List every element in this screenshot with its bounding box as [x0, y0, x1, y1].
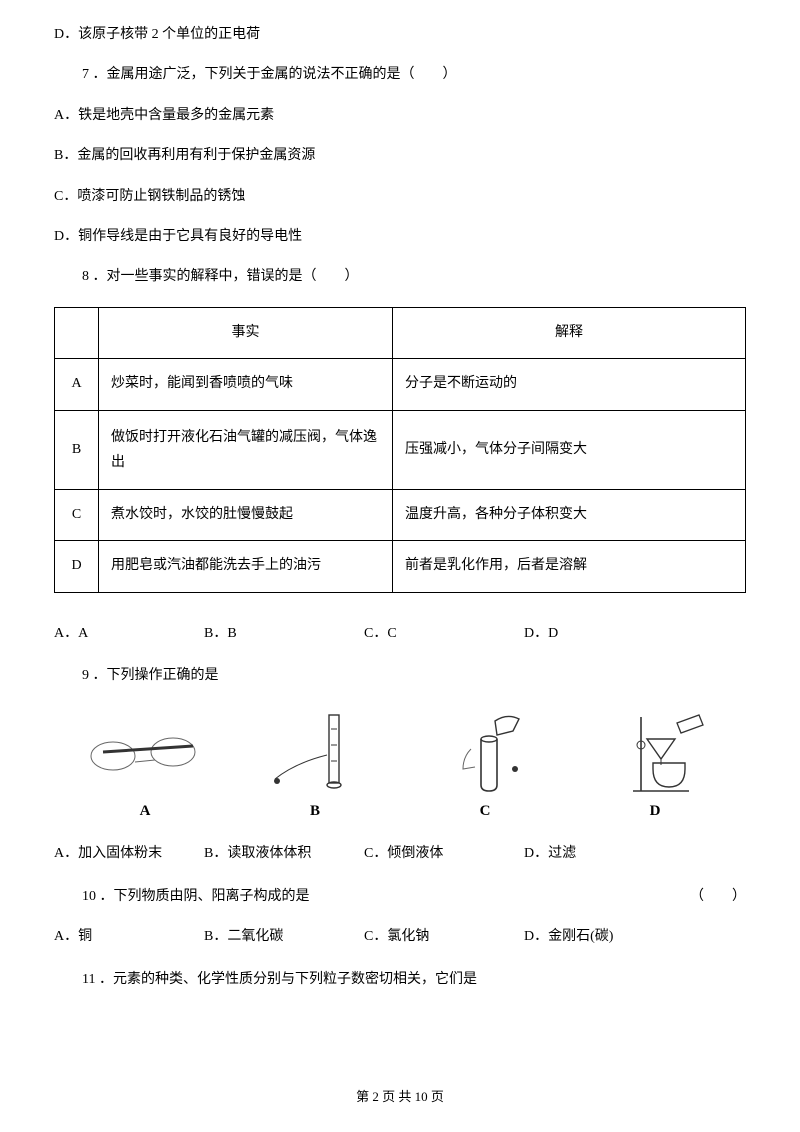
- q10-stem: 10 ．下列物质由阴、阳离子构成的是: [82, 886, 310, 908]
- q10-option-d: D．金刚石(碳): [524, 926, 613, 948]
- q8-table: 事实 解释 A 炒菜时，能闻到香喷喷的气味 分子是不断运动的 B 做饭时打开液化…: [54, 307, 746, 593]
- q9-figure-c-image: [425, 709, 545, 795]
- table-row-label: A: [55, 359, 99, 410]
- q10-option-c: C．氯化钠: [364, 926, 524, 948]
- q10-spacer: [310, 886, 691, 908]
- q8-options: A．A B．B C．C D．D: [54, 623, 746, 645]
- table-header-fact: 事实: [99, 307, 393, 358]
- q9-option-b: B．读取液体体积: [204, 843, 364, 865]
- q9-option-c: C．倾倒液体: [364, 843, 524, 865]
- q7-option-b: B．金属的回收再利用有利于保护金属资源: [54, 145, 746, 167]
- q10-option-b: B．二氧化碳: [204, 926, 364, 948]
- q9-figure-a: A: [85, 709, 205, 823]
- table-header-blank: [55, 307, 99, 358]
- table-row-explain: 压强减小，气体分子间隔变大: [393, 410, 746, 489]
- table-row-fact: 用肥皂或汽油都能洗去手上的油污: [99, 541, 393, 592]
- q8-option-b: B．B: [204, 623, 364, 645]
- table-row-fact: 煮水饺时，水饺的肚慢慢鼓起: [99, 489, 393, 540]
- q9-figure-a-image: [85, 709, 205, 795]
- q8-option-c: C．C: [364, 623, 524, 645]
- table-row: C 煮水饺时，水饺的肚慢慢鼓起 温度升高，各种分子体积变大: [55, 489, 746, 540]
- q9-figure-b-label: B: [310, 799, 320, 823]
- q9-figure-a-label: A: [140, 799, 151, 823]
- q6-option-d: D．该原子核带 2 个单位的正电荷: [54, 24, 746, 46]
- q9-option-d: D．过滤: [524, 843, 576, 865]
- q9-figure: A B C: [54, 705, 746, 823]
- q10-option-a: A．铜: [54, 926, 204, 948]
- table-row-explain: 前者是乳化作用，后者是溶解: [393, 541, 746, 592]
- q10-paren: （ ）: [690, 886, 746, 908]
- table-row-fact: 炒菜时，能闻到香喷喷的气味: [99, 359, 393, 410]
- table-row-label: B: [55, 410, 99, 489]
- q9-figure-c: C: [425, 709, 545, 823]
- table-row-fact: 做饭时打开液化石油气罐的减压阀，气体逸出: [99, 410, 393, 489]
- q7-option-d: D．铜作导线是由于它具有良好的导电性: [54, 226, 746, 248]
- q7-stem: 7 ．金属用途广泛，下列关于金属的说法不正确的是（ ）: [54, 64, 746, 86]
- table-row: D 用肥皂或汽油都能洗去手上的油污 前者是乳化作用，后者是溶解: [55, 541, 746, 592]
- q11-stem: 11 ．元素的种类、化学性质分别与下列粒子数密切相关，它们是: [54, 969, 746, 991]
- table-header-row: 事实 解释: [55, 307, 746, 358]
- table-row-label: D: [55, 541, 99, 592]
- q9-option-a: A．加入固体粉末: [54, 843, 204, 865]
- q7-option-c: C．喷漆可防止钢铁制品的锈蚀: [54, 186, 746, 208]
- table-header-explain: 解释: [393, 307, 746, 358]
- q9-figure-b-image: [255, 709, 375, 795]
- table-row-explain: 温度升高，各种分子体积变大: [393, 489, 746, 540]
- page-footer: 第 2 页 共 10 页: [0, 1087, 800, 1108]
- q9-stem: 9 ．下列操作正确的是: [54, 665, 746, 687]
- q8-option-d: D．D: [524, 623, 558, 645]
- q10-stem-row: 10 ．下列物质由阴、阳离子构成的是 （ ）: [54, 886, 746, 908]
- q9-figure-c-label: C: [480, 799, 491, 823]
- table-row: B 做饭时打开液化石油气罐的减压阀，气体逸出 压强减小，气体分子间隔变大: [55, 410, 746, 489]
- q8-option-a: A．A: [54, 623, 204, 645]
- q10-options: A．铜 B．二氧化碳 C．氯化钠 D．金刚石(碳): [54, 926, 746, 948]
- q9-figure-b: B: [255, 709, 375, 823]
- q9-figure-d-label: D: [650, 799, 661, 823]
- table-row-explain: 分子是不断运动的: [393, 359, 746, 410]
- q7-option-a: A．铁是地壳中含量最多的金属元素: [54, 105, 746, 127]
- q9-figure-d-image: [595, 709, 715, 795]
- table-row-label: C: [55, 489, 99, 540]
- q9-options: A．加入固体粉末 B．读取液体体积 C．倾倒液体 D．过滤: [54, 843, 746, 865]
- q9-figure-d: D: [595, 709, 715, 823]
- table-row: A 炒菜时，能闻到香喷喷的气味 分子是不断运动的: [55, 359, 746, 410]
- q8-stem: 8 ．对一些事实的解释中，错误的是（ ）: [54, 266, 746, 288]
